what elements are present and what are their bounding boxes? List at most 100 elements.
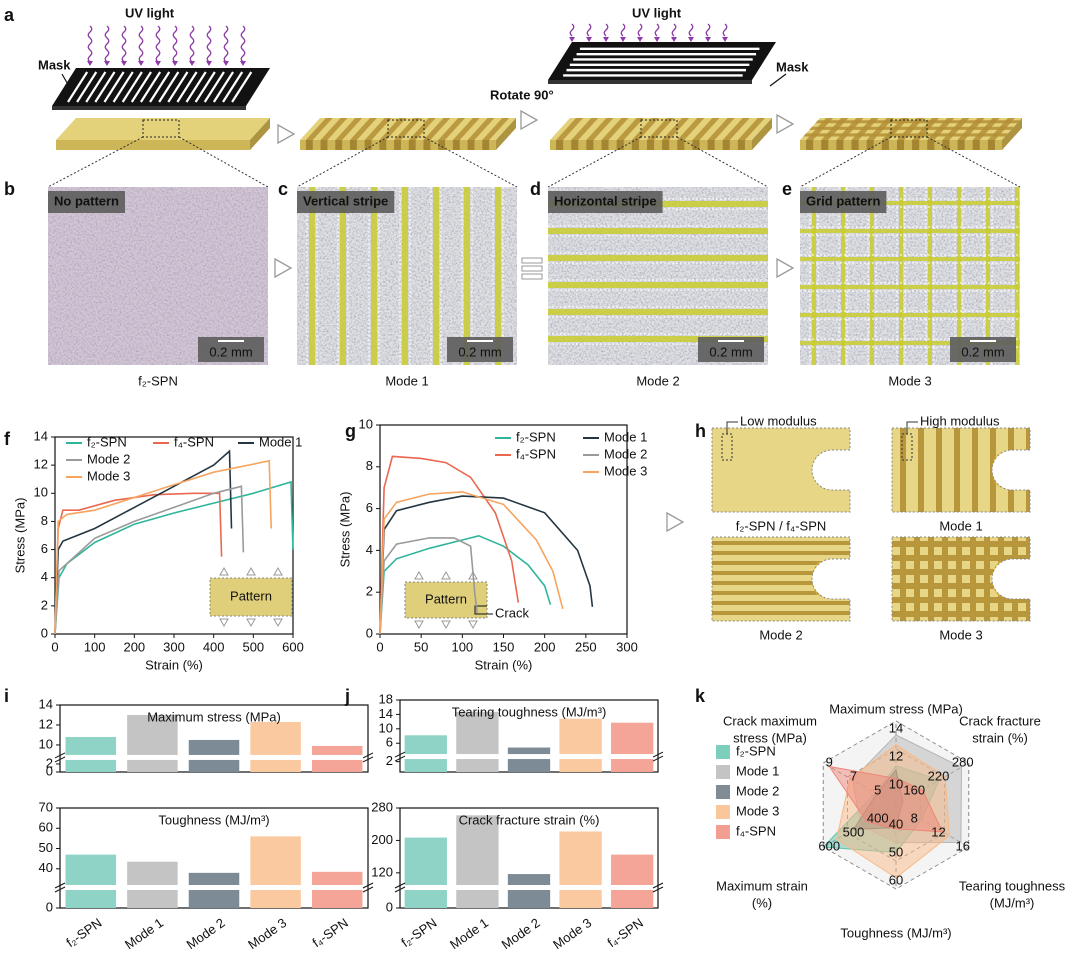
bar (65, 854, 117, 908)
bar (404, 735, 447, 772)
x-tick-label: 300 (616, 639, 638, 654)
specimen-body (712, 428, 850, 512)
axis-break (54, 752, 66, 759)
y-tick-label: 4 (41, 569, 48, 584)
uv-wave (671, 23, 677, 37)
radar-tick-label: 220 (928, 768, 950, 783)
stripe (646, 118, 675, 140)
axis-break (394, 882, 406, 889)
stripe (956, 537, 962, 621)
specimen (711, 536, 851, 622)
zoom-line (178, 136, 269, 188)
line-series (379, 537, 478, 635)
radar-tick-label: 60 (889, 872, 903, 887)
x-tick-label: 200 (534, 639, 556, 654)
stripe (364, 118, 392, 140)
legend-label: f₄-SPN (736, 823, 776, 838)
y-tick-label: 2 (386, 753, 393, 768)
micrograph-label: Grid pattern (806, 193, 880, 208)
rotate-label: Rotate 90° (490, 87, 554, 102)
stripe (927, 140, 935, 150)
x-tick-label: Mode 3 (245, 915, 289, 952)
axis-break-gap (61, 885, 367, 890)
x-tick-label: 50 (414, 639, 428, 654)
stripe (482, 140, 490, 150)
x-tick-label: 500 (242, 639, 264, 654)
x-tick-label: f₂-SPN (398, 915, 439, 950)
stripe (1026, 428, 1030, 512)
uv-wave (189, 25, 195, 63)
stripe (548, 228, 768, 234)
stripe (803, 133, 1008, 137)
bar (611, 722, 654, 772)
specimen (711, 421, 851, 513)
y-tick-label: 10 (34, 485, 48, 500)
legend-label: Mode 3 (736, 803, 779, 818)
stripe (438, 118, 466, 140)
chart-title: Toughness (MJ/m³) (158, 812, 269, 827)
uv-arrowhead (603, 37, 609, 42)
force-arrow (219, 618, 229, 628)
stripe (892, 597, 1030, 603)
bar (456, 711, 499, 772)
stripe (394, 140, 401, 150)
radar-axis-label: strain (%) (972, 730, 1028, 745)
crack (474, 605, 493, 615)
mask-slit (158, 71, 180, 103)
inset-sample (209, 577, 293, 617)
equal-sign (521, 273, 543, 280)
line-series (54, 459, 272, 635)
stripe (936, 428, 942, 512)
x-tick-label: Mode 2 (499, 915, 543, 952)
legend-label: Mode 1 (259, 434, 302, 449)
x-axis-label: Strain (%) (145, 657, 203, 672)
arrow-triangle (274, 257, 293, 279)
mask-slit (194, 71, 216, 103)
chart-title: Crack fracture strain (%) (459, 812, 600, 827)
stripe (812, 187, 816, 365)
stripe (800, 285, 1020, 289)
uv-wave (240, 25, 246, 63)
stripe (712, 571, 850, 575)
zoom-line (547, 136, 642, 188)
radar-tick-label: 5 (874, 782, 881, 797)
slab-side (752, 118, 772, 150)
x-tick-label: Mode 2 (184, 915, 228, 952)
uv-wave (569, 23, 575, 37)
uv-label: UV light (632, 5, 682, 20)
stripe (467, 140, 475, 150)
stripe (866, 140, 874, 150)
stripe (1026, 537, 1030, 621)
micrograph-label: Vertical stripe (303, 193, 388, 208)
stripe (320, 118, 348, 140)
uv-wave (223, 25, 229, 63)
label-banner (548, 191, 663, 213)
stripe (408, 140, 416, 150)
mask-slit (121, 71, 143, 103)
stripe (305, 118, 333, 140)
slab-top (56, 118, 270, 140)
y-tick-label: 60 (39, 820, 53, 835)
y-axis-label: Stress (MPa) (12, 498, 27, 574)
label-banner (800, 191, 887, 213)
stripe (464, 187, 470, 365)
stripe (423, 140, 431, 150)
micrograph-texture (800, 187, 1020, 365)
x-tick-label: 200 (123, 639, 145, 654)
mask-slit (185, 71, 207, 103)
x-axis-label: Strain (%) (475, 657, 533, 672)
axis-break (394, 886, 406, 893)
radar-tick-label: 400 (867, 810, 889, 825)
annotation: Low modulus (740, 413, 817, 428)
specimen-outline (711, 536, 851, 622)
stripe (987, 140, 995, 150)
stripe (957, 140, 965, 150)
axis-break (652, 751, 664, 758)
zoom-line (799, 136, 892, 188)
axis-break (54, 886, 66, 893)
legend-label: Mode 2 (87, 451, 130, 466)
stripe (1012, 537, 1018, 621)
uv-wave (637, 23, 643, 37)
